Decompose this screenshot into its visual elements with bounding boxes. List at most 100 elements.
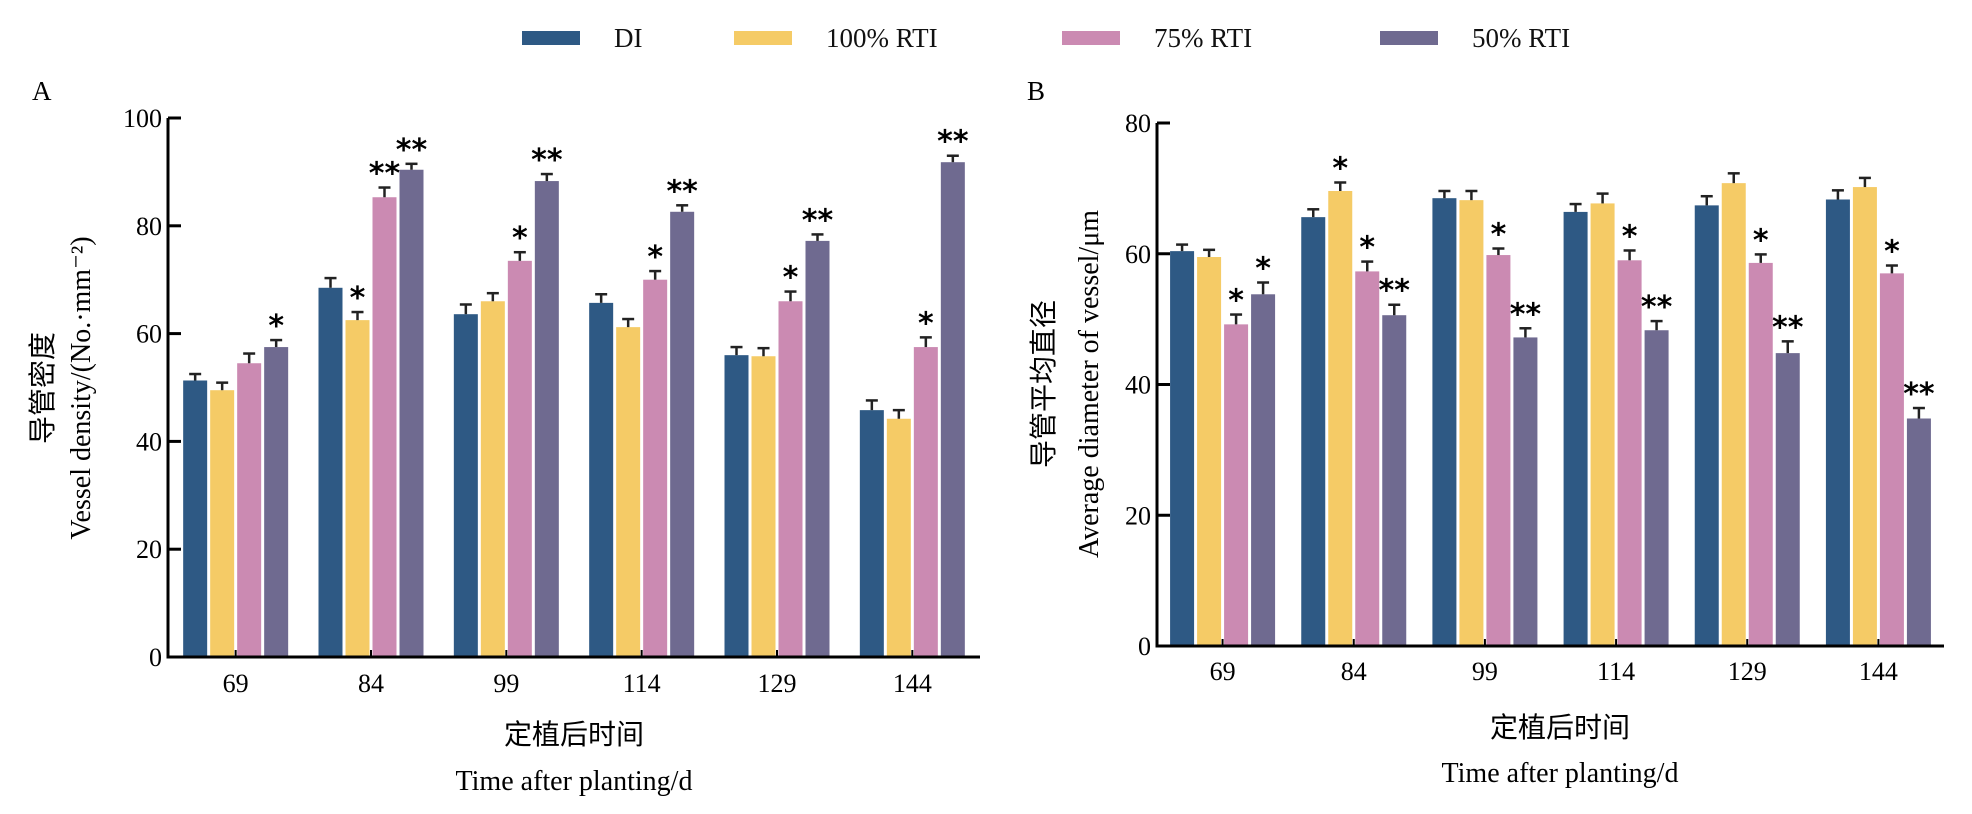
significance-marker: **	[369, 157, 401, 192]
x-tick-label: 84	[358, 669, 384, 698]
bar-144-75-rti	[913, 347, 938, 657]
bar-129-75-rti	[778, 301, 803, 657]
bar-84-50-rti	[399, 169, 424, 657]
significance-marker: *	[268, 309, 284, 344]
significance-marker: *	[1753, 223, 1769, 258]
legend-label-50-rti: 50% RTI	[1472, 22, 1571, 53]
bar-114-di	[1563, 211, 1588, 646]
bar-69-di	[1170, 251, 1195, 646]
bar-99-di	[453, 314, 478, 657]
y-tick-label: 0	[149, 643, 162, 672]
bar-114-100-rti	[1590, 203, 1615, 646]
significance-marker: *	[512, 221, 528, 256]
bar-144-di	[1825, 199, 1850, 646]
significance-marker: *	[1359, 231, 1375, 266]
bar-99-50-rti	[1513, 337, 1538, 646]
bar-129-di	[1694, 205, 1719, 646]
significance-marker: **	[1772, 310, 1804, 345]
legend-item-100-rti: 100% RTI	[734, 18, 938, 58]
x-tick-label: 69	[1210, 657, 1236, 686]
bar-69-50-rti	[1251, 294, 1276, 646]
bar-84-75-rti	[372, 197, 397, 657]
bar-84-75-rti	[1355, 271, 1380, 646]
y-tick-label: 0	[1138, 632, 1151, 661]
x-tick-label: 129	[1728, 657, 1767, 686]
x-tick-label: 114	[623, 669, 661, 698]
y-tick-label: 80	[1125, 109, 1151, 138]
bar-129-100-rti	[1721, 183, 1746, 646]
bar-114-100-rti	[616, 327, 641, 657]
significance-marker: *	[918, 306, 934, 341]
significance-marker: *	[1332, 151, 1348, 186]
legend-label-75-rti: 75% RTI	[1154, 22, 1253, 53]
x-axis-title: Time after planting/d	[456, 766, 693, 797]
bar-69-100-rti	[210, 390, 235, 657]
significance-marker: *	[1884, 235, 1900, 270]
legend: DI 100% RTI 75% RTI 50% RTI	[0, 18, 1972, 58]
legend-item-75-rti: 75% RTI	[1062, 18, 1252, 58]
chart-a: A*69*****84***99***114***129***144020406…	[27, 76, 980, 797]
x-tick-label: 99	[1472, 657, 1498, 686]
bar-84-100-rti	[345, 320, 370, 657]
legend-swatch-50-rti	[1380, 31, 1438, 45]
bar-114-75-rti	[643, 279, 668, 657]
significance-marker: *	[783, 261, 799, 296]
bar-144-100-rti	[886, 418, 911, 657]
y-tick-label: 40	[136, 427, 162, 456]
bar-129-75-rti	[1748, 262, 1773, 646]
legend-swatch-100-rti	[734, 31, 792, 45]
x-axis-title-cn: 定植后时间	[504, 719, 644, 751]
x-tick-label: 84	[1341, 657, 1367, 686]
x-tick-label: 144	[1859, 657, 1898, 686]
bar-69-75-rti	[1224, 324, 1249, 646]
y-tick-label: 80	[136, 212, 162, 241]
x-tick-label: 129	[758, 669, 797, 698]
bar-129-100-rti	[751, 356, 776, 657]
significance-marker: *	[1255, 252, 1271, 287]
bar-69-75-rti	[237, 363, 262, 657]
significance-marker: **	[396, 133, 428, 168]
y-tick-label: 100	[123, 104, 162, 133]
bar-69-50-rti	[264, 347, 289, 657]
bar-99-100-rti	[480, 301, 505, 657]
y-axis-title: Vessel density/(No.·mm⁻²)	[66, 236, 97, 539]
panel-label: A	[32, 76, 52, 106]
x-tick-label: 114	[1597, 657, 1635, 686]
y-tick-label: 20	[136, 535, 162, 564]
bar-129-50-rti	[1775, 353, 1800, 646]
bar-99-75-rti	[507, 260, 532, 657]
panel-label: B	[1027, 76, 1045, 106]
y-axis-title-cn: 导管密度	[27, 332, 59, 444]
bar-99-50-rti	[534, 181, 559, 658]
bar-114-di	[589, 302, 614, 657]
x-tick-label: 144	[893, 669, 932, 698]
significance-marker: *	[647, 240, 663, 275]
bar-114-75-rti	[1617, 260, 1642, 646]
bar-84-di	[318, 287, 343, 657]
significance-marker: *	[1622, 219, 1638, 254]
legend-swatch-di	[522, 31, 580, 45]
bar-129-50-rti	[805, 240, 830, 657]
bar-69-100-rti	[1197, 257, 1222, 646]
legend-label-di: DI	[614, 22, 643, 53]
y-axis-title: Average diameter of vessel/μm	[1074, 210, 1105, 558]
bar-144-75-rti	[1879, 273, 1904, 646]
significance-marker: **	[1379, 274, 1411, 309]
bar-144-di	[859, 410, 884, 657]
bar-84-di	[1301, 217, 1326, 646]
significance-marker: **	[937, 125, 969, 160]
x-tick-label: 99	[493, 669, 519, 698]
bar-114-50-rti	[670, 211, 695, 657]
bar-129-di	[724, 355, 749, 657]
significance-marker: **	[531, 143, 563, 178]
significance-marker: **	[802, 203, 834, 238]
y-tick-label: 20	[1125, 501, 1151, 530]
y-tick-label: 60	[136, 320, 162, 349]
x-axis-title-cn: 定植后时间	[1490, 712, 1630, 744]
y-tick-label: 60	[1125, 240, 1151, 269]
significance-marker: **	[1903, 377, 1935, 412]
bar-114-50-rti	[1644, 330, 1669, 646]
significance-marker: *	[1228, 284, 1244, 319]
y-tick-label: 40	[1125, 371, 1151, 400]
